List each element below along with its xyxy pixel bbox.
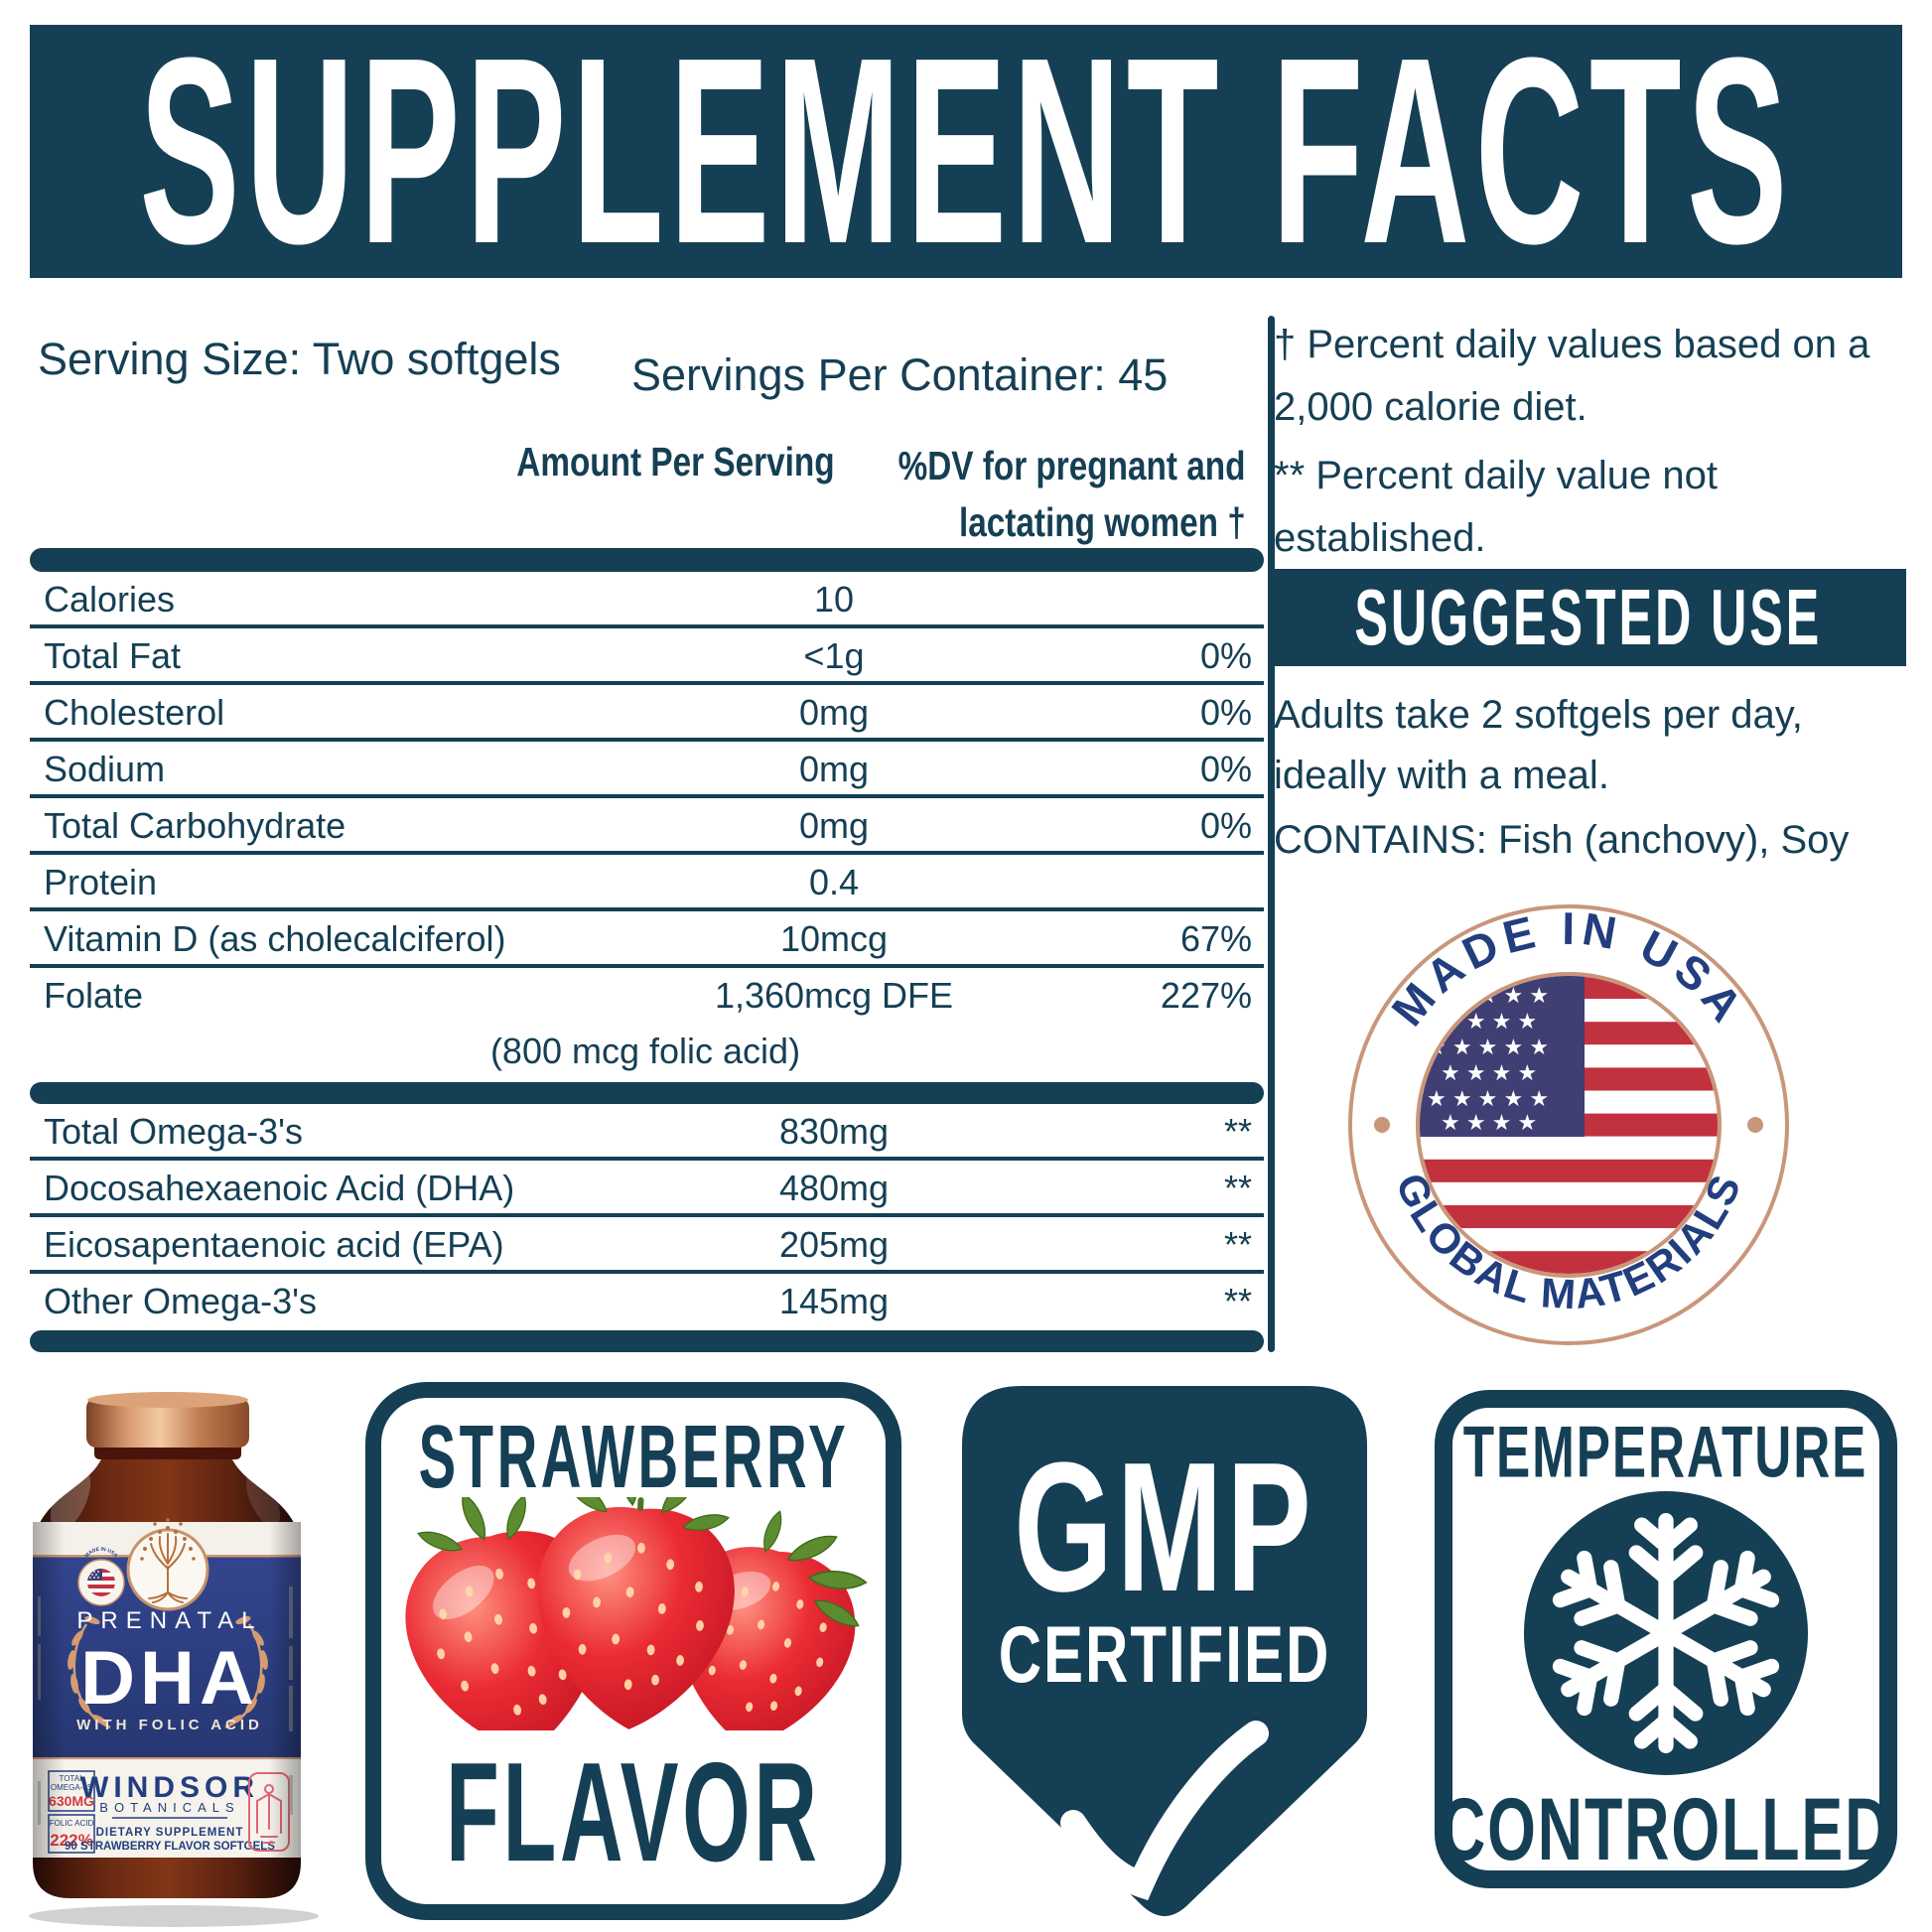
- nutrient-amount: 480mg: [778, 1168, 890, 1208]
- nutrient-dv: 0%: [1199, 692, 1252, 733]
- column-header-dv: %DV for pregnant and lactating women †: [897, 444, 1247, 546]
- table-row: Total Carbohydrate 0mg 0%: [30, 798, 1264, 855]
- temperature-badge-bottom-label: CONTROLLED: [1440, 1779, 1892, 1878]
- nutrient-amount: 0mg: [798, 805, 870, 846]
- gmp-line1: GMP: [1014, 1424, 1315, 1629]
- table-row: Vitamin D (as cholecalciferol) 10mcg 67%: [30, 911, 1264, 968]
- nutrient-name: Total Carbohydrate: [44, 805, 346, 846]
- svg-text:★ ★ ★ ★: ★ ★ ★ ★: [1441, 1110, 1537, 1135]
- nutrient-name: Eicosapentaenoic acid (EPA): [44, 1224, 504, 1265]
- servings-per-container: Servings Per Container: 45: [631, 349, 1169, 400]
- temperature-badge-top-label: TEMPERATURE: [1463, 1412, 1868, 1493]
- nutrient-amount: 10mcg: [779, 918, 889, 959]
- table-row: Total Fat <1g 0%: [30, 628, 1264, 685]
- table-row: Sodium 0mg 0%: [30, 742, 1264, 798]
- nutrient-dv: 0%: [1199, 805, 1252, 846]
- nutrient-amount: <1g: [803, 635, 865, 676]
- nutrient-amount: 0mg: [798, 749, 870, 789]
- nutrient-name: Calories: [44, 579, 176, 620]
- svg-text:★ ★ ★ ★ ★: ★ ★ ★ ★ ★: [1427, 1086, 1549, 1111]
- nutrient-name: Cholesterol: [44, 692, 225, 733]
- table-row: Other Omega-3's 145mg **: [30, 1274, 1264, 1330]
- nutrient-dv: **: [1223, 1281, 1252, 1321]
- nutrient-dv: 67%: [1179, 918, 1252, 959]
- nutrient-name: Other Omega-3's: [44, 1281, 317, 1321]
- strawberry-badge-bottom-label: FLAVOR: [446, 1732, 821, 1891]
- serving-size: Serving Size: Two softgels: [38, 334, 561, 384]
- suggested-use-directions: Adults take 2 softgels per day, ideally …: [1274, 693, 1803, 797]
- nutrient-amount: 205mg: [778, 1224, 890, 1265]
- nutrient-amount: 1,360mcg DFE: [714, 975, 954, 1016]
- nutrient-name: Vitamin D (as cholecalciferol): [44, 918, 506, 959]
- nutrient-name: Sodium: [44, 749, 166, 789]
- checkmark-icon: [1060, 1721, 1269, 1901]
- table-row: Folate 1,360mcg DFE 227%: [30, 968, 1264, 1025]
- nutrient-name: Total Omega-3's: [44, 1111, 303, 1152]
- nutrient-dv: **: [1223, 1168, 1252, 1208]
- nutrient-dv: 227%: [1160, 975, 1252, 1016]
- temperature-controlled-badge: TEMPERATURE C: [1435, 1390, 1897, 1888]
- table-row: Total Omega-3's 830mg **: [30, 1104, 1264, 1161]
- suggested-use-title: SUGGESTED USE: [1354, 573, 1823, 662]
- badge-inner-ring: [1416, 972, 1722, 1278]
- table-row: Protein 0.4: [30, 855, 1264, 911]
- footnote-not-established: ** Percent daily value not established.: [1274, 454, 1718, 560]
- footnote-daily-value: † Percent daily values based on a 2,000 …: [1274, 323, 1870, 429]
- bottle-cap: [86, 1398, 249, 1448]
- gmp-shield: [962, 1386, 1367, 1916]
- column-header-amount: Amount Per Serving: [515, 440, 835, 485]
- strawberry-badge-top-label: STRAWBERRY: [418, 1406, 849, 1507]
- nutrient-amount: 0.4: [808, 862, 860, 902]
- product-bottle: MADE IN USA GLOBAL MATERIALS PRENATAL DH…: [29, 1392, 319, 1927]
- nutrient-amount: 0mg: [798, 692, 870, 733]
- gmp-line2: CERTIFIED: [999, 1609, 1331, 1700]
- badge-dot-left: [1374, 1117, 1390, 1133]
- nutrient-dv: **: [1223, 1111, 1252, 1152]
- table-top-rule: [30, 548, 1264, 572]
- suggested-use-banner: SUGGESTED USE: [1271, 569, 1906, 666]
- nutrient-dv: 0%: [1199, 635, 1252, 676]
- table-row: Calories 10: [30, 572, 1264, 628]
- strawberry-flavor-badge: STRAWBERRY: [365, 1382, 901, 1920]
- nutrient-name: Total Fat: [44, 635, 182, 676]
- svg-text:★ ★ ★ ★: ★ ★ ★ ★: [1441, 1060, 1537, 1085]
- folate-sub-note: (800 mcg folic acid): [489, 1031, 801, 1071]
- table-row: Eicosapentaenoic acid (EPA) 205mg **: [30, 1217, 1264, 1274]
- nutrient-name: Protein: [44, 862, 158, 902]
- table-subrow: (800 mcg folic acid): [30, 1025, 1264, 1082]
- bottle-shadow: [29, 1905, 319, 1927]
- gmp-certified-badge: GMP CERTIFIED: [962, 1386, 1367, 1916]
- nutrient-name: Docosahexaenoic Acid (DHA): [44, 1168, 515, 1208]
- nutrient-name: Folate: [44, 975, 144, 1016]
- snowflake-circle: [1524, 1491, 1808, 1775]
- nutrient-dv: **: [1223, 1224, 1252, 1265]
- badge-dot-right: [1747, 1117, 1763, 1133]
- contains-note: CONTAINS: Fish (anchovy), Soy: [1274, 818, 1850, 862]
- table-row: Cholesterol 0mg 0%: [30, 685, 1264, 742]
- made-in-usa-badge: ★ ★ ★ ★ ★ ★ ★ ★ ★ ★ ★ ★ ★ ★ ★ ★ ★ ★ ★ ★ …: [1348, 902, 1789, 1345]
- nutrition-table: Calories 10 Total Fat <1g 0% Cholesterol…: [30, 572, 1264, 1330]
- snowflake-icon: [1532, 1499, 1800, 1767]
- table-mid-rule: [30, 1082, 1264, 1104]
- nutrient-amount: 10: [813, 579, 855, 620]
- nutrient-amount: 830mg: [778, 1111, 890, 1152]
- nutrient-dv: 0%: [1199, 749, 1252, 789]
- table-right-rule: [1268, 316, 1275, 1352]
- nutrient-amount: 145mg: [778, 1281, 890, 1321]
- strawberries-icon: [392, 1497, 868, 1730]
- table-bottom-rule: [30, 1330, 1264, 1352]
- title-banner: SUPPLEMENT FACTS: [30, 3, 1902, 299]
- table-row: Docosahexaenoic Acid (DHA) 480mg **: [30, 1161, 1264, 1217]
- page-title: SUPPLEMENT FACTS: [139, 2, 1793, 299]
